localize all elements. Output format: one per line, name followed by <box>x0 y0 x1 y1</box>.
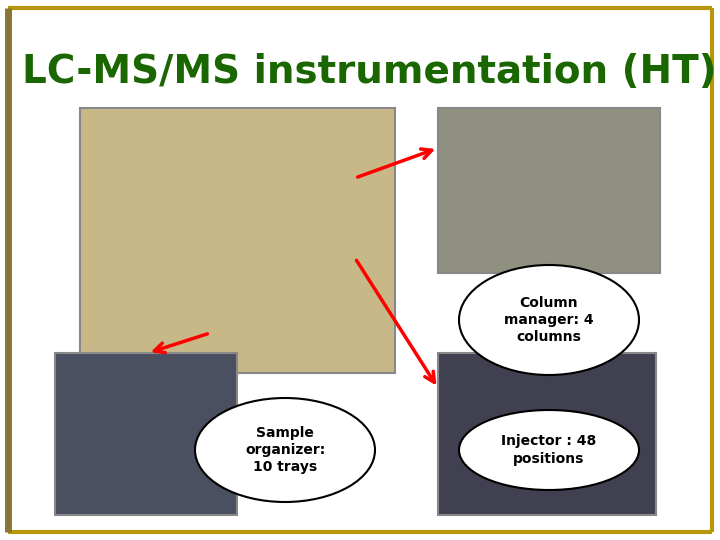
Bar <box>438 353 656 515</box>
Text: Column
manager: 4
columns: Column manager: 4 columns <box>504 296 594 345</box>
Text: LC-MS/MS instrumentation (HT): LC-MS/MS instrumentation (HT) <box>22 53 716 91</box>
Bar <box>80 108 395 373</box>
Ellipse shape <box>195 398 375 502</box>
Text: Injector : 48
positions: Injector : 48 positions <box>501 434 597 465</box>
Bar <box>55 353 237 515</box>
Text: Sample
organizer:
10 trays: Sample organizer: 10 trays <box>245 426 325 474</box>
Bar <box>438 108 660 273</box>
Ellipse shape <box>459 265 639 375</box>
Ellipse shape <box>459 410 639 490</box>
